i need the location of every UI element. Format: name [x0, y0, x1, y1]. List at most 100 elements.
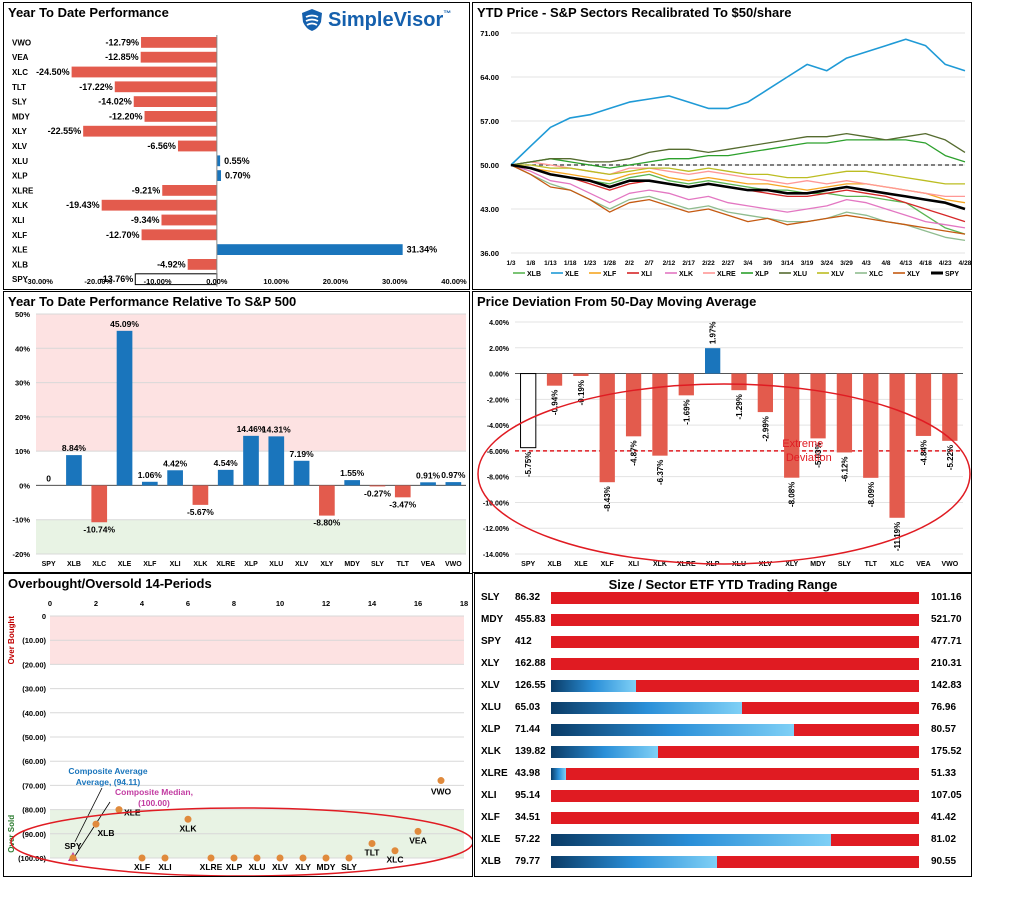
recal-x-tick: 3/24: [820, 260, 833, 267]
relative-bar: [167, 470, 183, 486]
range-symbol: XLRE: [481, 768, 508, 779]
relative-bar: [268, 436, 285, 486]
recal-x-tick: 4/18: [919, 260, 932, 267]
recal-x-tick: 4/8: [882, 260, 891, 267]
relative-x-tick: XLB: [67, 561, 81, 568]
range-row: MDY 455.83 521.70: [475, 610, 971, 632]
recal-series-xlu: [510, 132, 966, 166]
ytd-chart: VWO -12.79% VEA -12.85% XLC -24.50% TLT -17.22%…: [12, 35, 467, 287]
recal-legend-label: XLV: [831, 271, 844, 278]
range-position-fill: [551, 834, 831, 846]
obos-point-label: XLY: [295, 862, 311, 872]
deviation-bar: [599, 373, 615, 483]
range-symbol: XLP: [481, 724, 501, 735]
relative-x-tick: MDY: [344, 561, 360, 568]
range-low-value: 43.98: [515, 768, 541, 779]
deviation-value-label: -4.84%: [919, 440, 928, 465]
range-symbol: XLE: [481, 834, 501, 845]
ytd-bar: [177, 140, 217, 152]
ytd-value-label: -13.76%: [100, 274, 134, 284]
obos-point-label: XLC: [387, 855, 404, 865]
range-low-value: 455.83: [515, 614, 546, 625]
relative-value-label: -0.27%: [364, 488, 391, 498]
ytd-x-tick: -10.00%: [144, 277, 172, 286]
recal-x-tick: 3/9: [763, 260, 772, 267]
obos-point-label: VWO: [431, 787, 452, 797]
recal-y-tick: 71.00: [480, 29, 499, 38]
relative-x-tick: XLY: [320, 561, 333, 568]
deviation-x-tick: XLI: [628, 561, 639, 568]
recal-y-tick: 36.00: [480, 249, 499, 258]
range-bar: [551, 746, 919, 758]
recal-series-xlv: [511, 164, 965, 185]
obos-point-xle: [115, 806, 123, 814]
range-high-value: 81.02: [931, 834, 957, 845]
relative-value-label: 14.31%: [262, 424, 291, 434]
obos-point-xli: [161, 854, 169, 862]
recal-x-tick: 3/29: [840, 260, 853, 267]
ytd-category-label: XLC: [12, 68, 28, 77]
recal-x-tick: 3/14: [781, 260, 794, 267]
recal-x-tick: 2/27: [722, 260, 735, 267]
ytd-x-tick: -20.00%: [84, 277, 112, 286]
ytd-category-label: XLRE: [12, 186, 34, 195]
relative-value-label: 8.84%: [62, 443, 87, 453]
ytd-bar: [71, 66, 217, 78]
relative-value-label: -3.47%: [389, 499, 416, 509]
range-low-value: 86.32: [515, 592, 541, 603]
deviation-x-tick: VEA: [916, 561, 930, 568]
obos-point-label: MDY: [317, 862, 336, 872]
ytd-bar: [161, 214, 217, 226]
ytd-value-label: -17.22%: [79, 82, 113, 92]
range-high-value: 101.16: [931, 592, 962, 603]
recal-y-tick: 57.00: [480, 117, 499, 126]
range-row: SLY 86.32 101.16: [475, 588, 971, 610]
deviation-y-tick: -6.00%: [487, 449, 510, 456]
recal-x-tick: 1/18: [564, 260, 577, 267]
range-bar: [551, 658, 919, 670]
simplevisor-logo: SimpleVisor™: [300, 7, 451, 33]
ytd-bar: [140, 51, 217, 63]
ytd-bar: [83, 125, 217, 137]
obos-point-xlf: [138, 854, 146, 862]
recal-x-tick: 3/19: [801, 260, 814, 267]
recal-x-tick: 1/28: [603, 260, 616, 267]
relative-x-tick: VWO: [445, 561, 462, 568]
deviation-y-tick: -14.00%: [483, 552, 510, 559]
ytd-x-tick: 40.00%: [441, 277, 467, 286]
obos-point-label: XLV: [272, 862, 288, 872]
recal-series-xlf: [510, 164, 966, 204]
relative-bar: [217, 469, 234, 486]
deviation-x-tick: VWO: [941, 561, 958, 568]
relative-y-tick: 10%: [15, 447, 30, 456]
range-high-value: 80.57: [931, 724, 957, 735]
deviation-value-label: -4.87%: [630, 440, 639, 465]
oversold-highlight-ellipse: [10, 807, 472, 876]
deviation-value-label: -5.03%: [814, 442, 823, 467]
range-position-fill: [551, 724, 794, 736]
range-low-value: 34.51: [515, 812, 541, 823]
relative-bar: [344, 480, 361, 486]
deviation-annotation-line2: Deviation: [786, 452, 832, 464]
relative-bar: [66, 455, 82, 486]
obos-y-tick: (50.00): [22, 733, 46, 742]
overbought-oversold-panel: Overbought/Oversold 14-Periods 0 (10.00) (…: [3, 573, 473, 877]
deviation-bar: [625, 373, 642, 437]
relative-value-label: -10.74%: [83, 524, 115, 534]
deviation-value-label: -0.94%: [551, 390, 560, 415]
relative-x-tick: SLY: [371, 561, 384, 568]
recal-x-tick: 4/28: [959, 260, 971, 267]
obos-point-label: XLRE: [200, 862, 223, 872]
ytd-category-label: XLB: [12, 260, 28, 269]
recal-legend-label: XLE: [565, 271, 579, 278]
range-high-value: 521.70: [931, 614, 962, 625]
obos-point-label: SPY: [64, 841, 81, 851]
recal-legend-label: XLRE: [717, 271, 736, 278]
relative-x-tick: XLRE: [216, 561, 235, 568]
recal-legend-label: XLY: [907, 271, 920, 278]
range-bar: [551, 856, 919, 868]
deviation-y-tick: -8.00%: [487, 475, 510, 482]
relative-x-tick: XLF: [143, 561, 157, 568]
range-low-value: 79.77: [515, 856, 541, 867]
range-high-value: 210.31: [931, 658, 962, 669]
